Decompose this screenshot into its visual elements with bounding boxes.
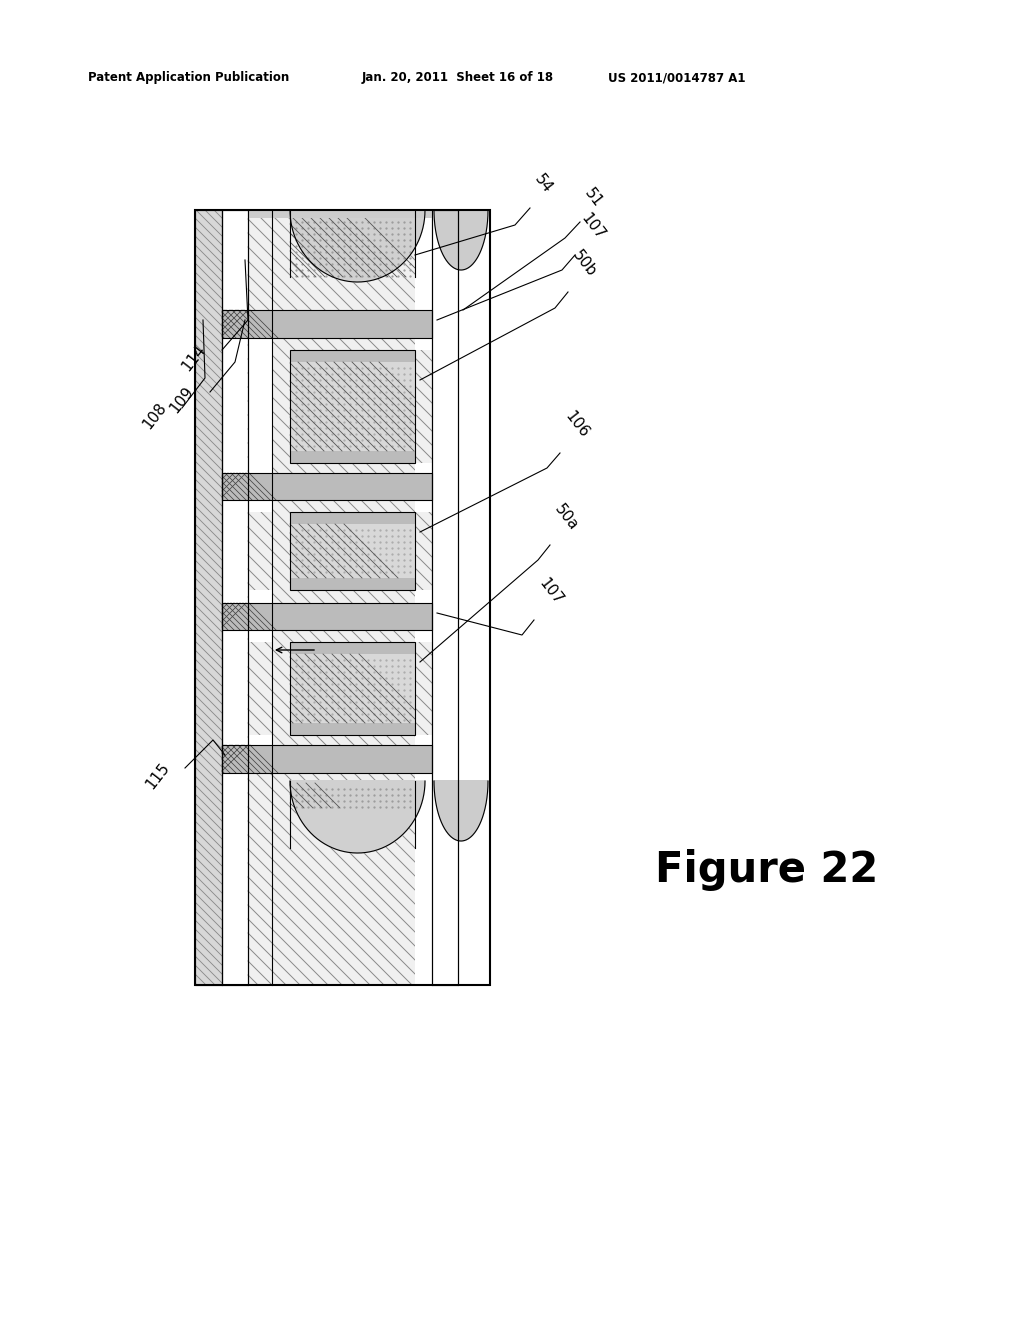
Text: 114: 114 xyxy=(178,342,208,374)
Text: 108: 108 xyxy=(139,400,169,432)
Bar xyxy=(290,642,415,735)
Text: 107: 107 xyxy=(578,211,607,243)
Bar xyxy=(248,630,272,642)
Bar xyxy=(248,500,272,512)
Polygon shape xyxy=(434,781,488,841)
Bar xyxy=(222,210,248,985)
Text: 115: 115 xyxy=(142,760,172,792)
Text: Jan. 20, 2011  Sheet 16 of 18: Jan. 20, 2011 Sheet 16 of 18 xyxy=(362,71,554,84)
Text: 50a: 50a xyxy=(552,502,582,533)
Bar xyxy=(222,473,432,500)
Bar xyxy=(290,723,415,735)
Bar xyxy=(432,210,458,985)
Bar xyxy=(415,210,432,310)
Bar xyxy=(432,210,458,985)
Bar xyxy=(290,512,415,524)
Bar xyxy=(290,578,415,590)
Text: 109: 109 xyxy=(167,384,197,416)
Polygon shape xyxy=(290,781,425,853)
Text: US 2011/0014787 A1: US 2011/0014787 A1 xyxy=(608,71,745,84)
Text: 106: 106 xyxy=(562,409,592,441)
Bar xyxy=(290,350,415,362)
Bar xyxy=(222,473,432,500)
Bar xyxy=(290,350,415,463)
Bar xyxy=(290,512,415,590)
Bar xyxy=(248,210,432,218)
Bar xyxy=(290,653,415,723)
Bar xyxy=(458,210,490,985)
Bar xyxy=(458,210,490,985)
Bar xyxy=(290,783,415,808)
Text: 51: 51 xyxy=(582,186,605,210)
Text: 54: 54 xyxy=(532,172,556,195)
Bar xyxy=(222,744,432,774)
Bar xyxy=(415,735,432,744)
Bar xyxy=(290,524,415,578)
Bar xyxy=(222,310,432,338)
Bar xyxy=(415,500,432,512)
Bar xyxy=(290,210,415,277)
Bar xyxy=(415,590,432,603)
Text: Patent Application Publication: Patent Application Publication xyxy=(88,71,289,84)
Bar xyxy=(222,744,432,774)
Text: 50b: 50b xyxy=(570,248,600,280)
Bar xyxy=(290,362,415,451)
Bar xyxy=(248,210,490,985)
Bar xyxy=(222,210,248,985)
Bar xyxy=(415,630,432,642)
Bar xyxy=(248,590,272,603)
Text: Figure 22: Figure 22 xyxy=(655,849,879,891)
Bar xyxy=(248,735,272,744)
Polygon shape xyxy=(434,210,488,271)
Bar xyxy=(415,774,432,985)
Bar xyxy=(290,451,415,463)
Bar xyxy=(195,210,222,985)
Bar xyxy=(222,603,432,630)
Bar xyxy=(290,642,415,653)
Text: 107: 107 xyxy=(536,576,565,609)
Polygon shape xyxy=(290,210,425,282)
Bar xyxy=(415,338,432,350)
Bar xyxy=(222,310,432,338)
Bar xyxy=(195,210,222,985)
Bar xyxy=(415,463,432,473)
Bar xyxy=(195,210,490,985)
Bar xyxy=(222,603,432,630)
Bar xyxy=(248,338,272,473)
